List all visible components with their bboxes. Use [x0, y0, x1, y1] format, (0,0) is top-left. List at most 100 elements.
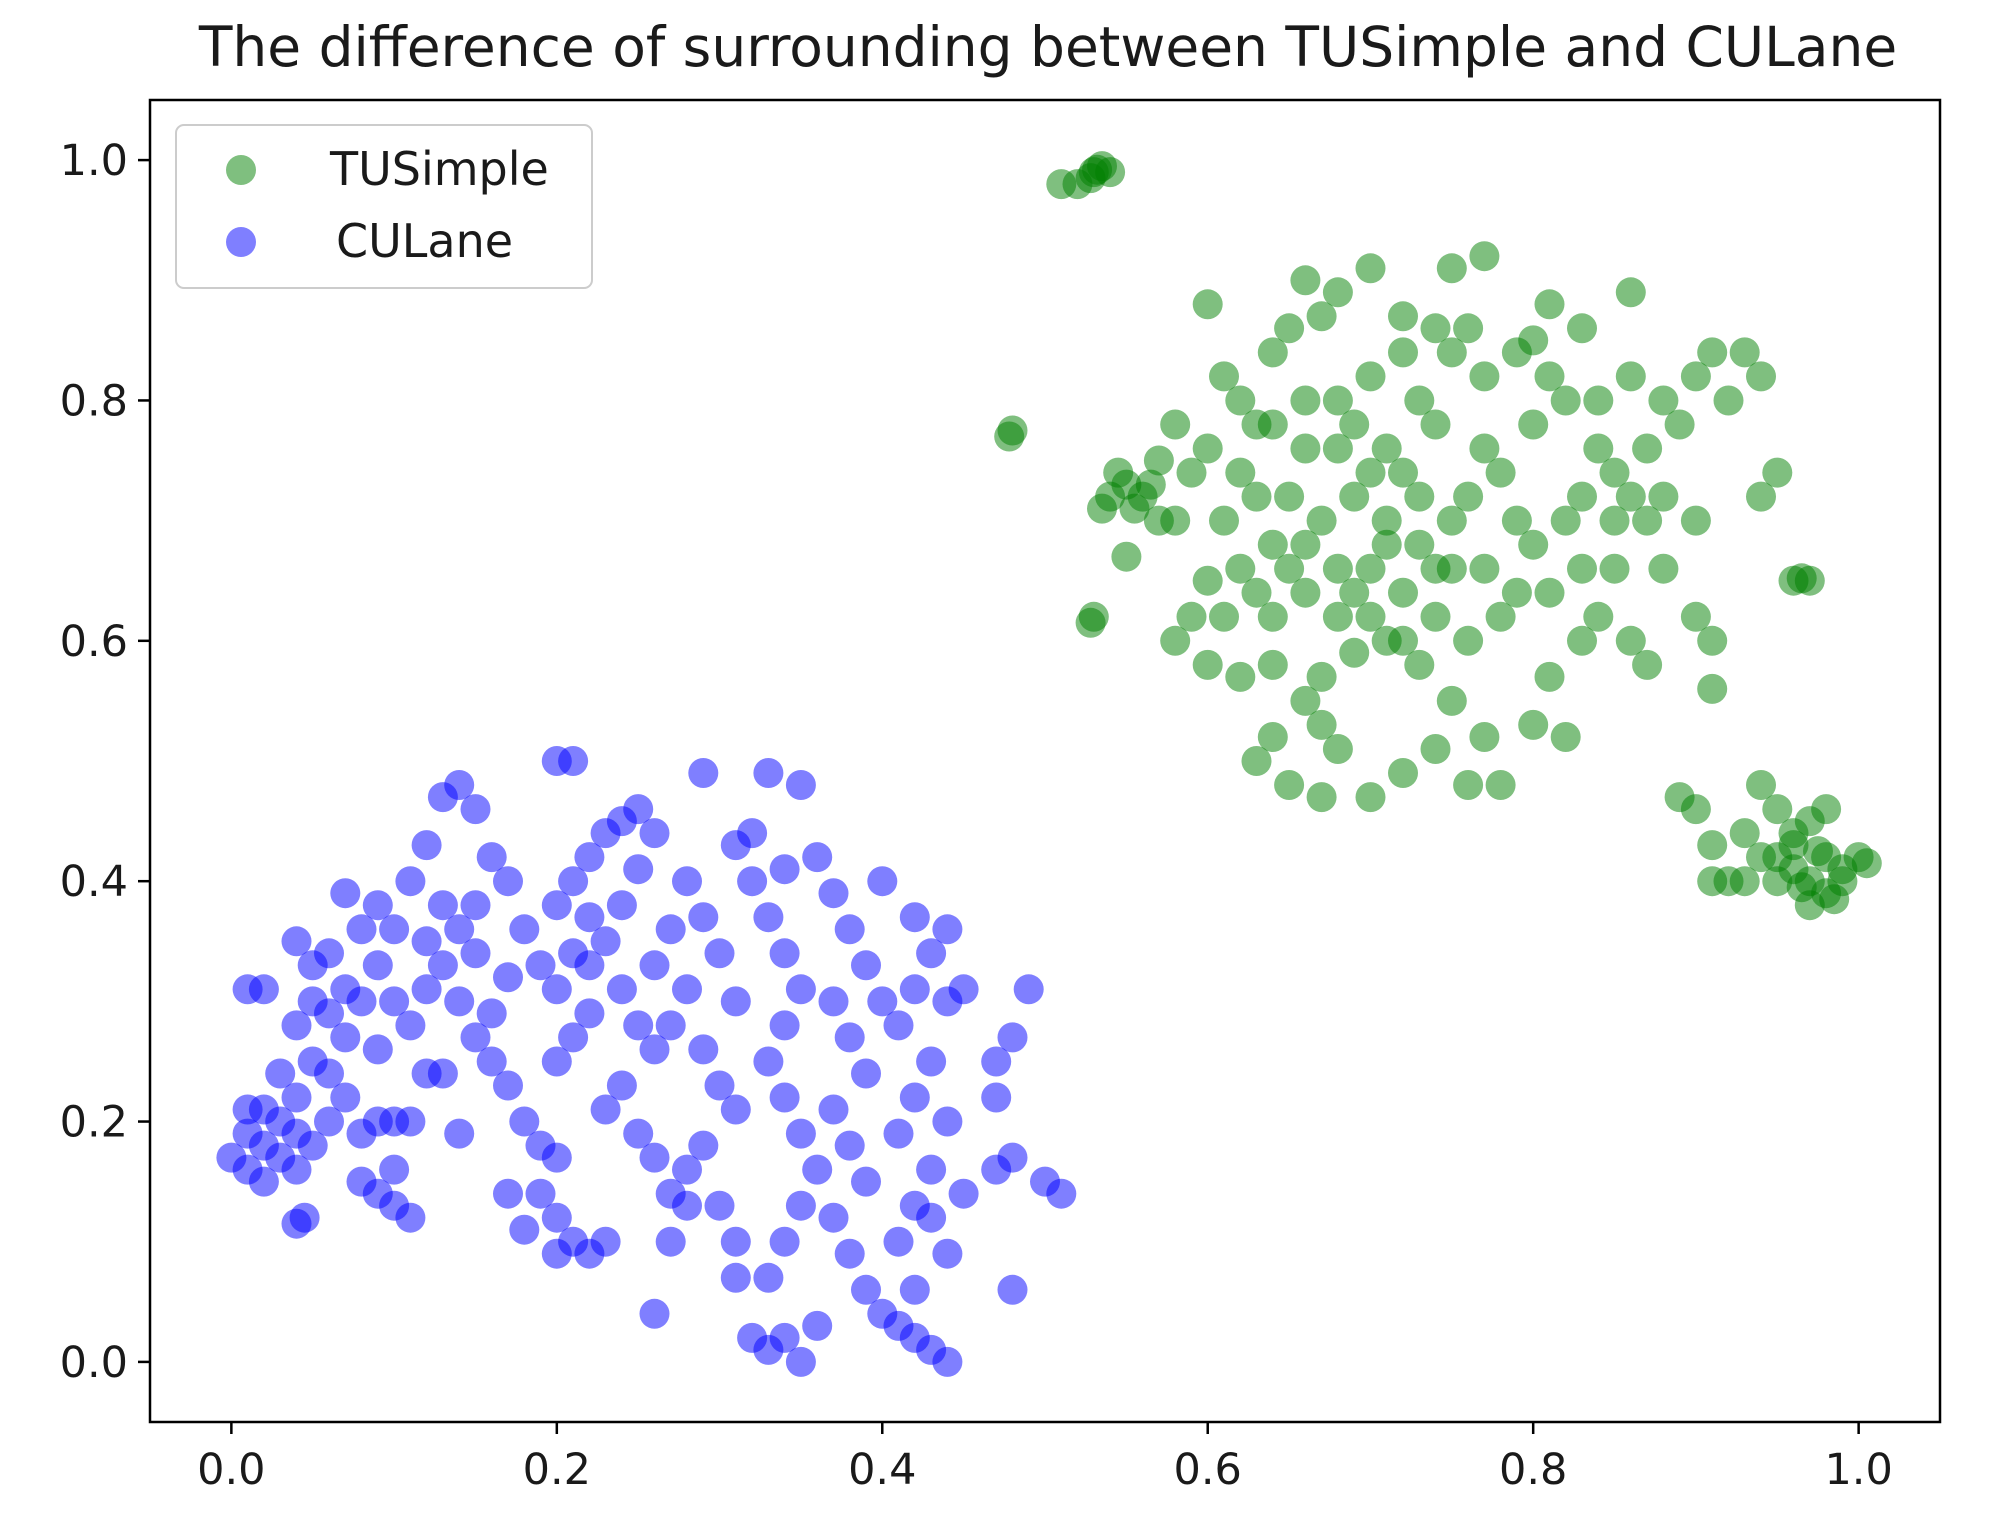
data-point-tusimple	[1290, 685, 1321, 716]
data-point-culane	[427, 950, 458, 981]
data-point-tusimple	[1404, 385, 1435, 416]
data-point-tusimple	[1241, 481, 1272, 512]
y-tick-label: 0.6	[60, 617, 128, 667]
data-point-tusimple	[1746, 842, 1776, 873]
data-point-tusimple	[1388, 337, 1418, 368]
data-point-tusimple	[1176, 457, 1207, 488]
x-tick-label: 1.0	[1824, 1445, 1892, 1495]
legend: TUSimple CULane	[175, 124, 593, 289]
chart-title: The difference of surrounding between TU…	[198, 15, 1897, 79]
data-point-tusimple	[1388, 758, 1418, 788]
data-point-culane	[834, 1022, 865, 1053]
data-point-tusimple	[1371, 433, 1402, 464]
data-point-tusimple	[1371, 529, 1402, 560]
data-point-tusimple	[1355, 553, 1386, 584]
data-point-culane	[476, 842, 507, 873]
data-point-tusimple	[1550, 385, 1581, 416]
data-point-culane	[558, 866, 589, 897]
data-point-tusimple	[1143, 445, 1174, 476]
data-point-culane	[688, 1130, 719, 1161]
data-point-tusimple	[1550, 722, 1581, 752]
data-point-culane	[476, 998, 507, 1029]
data-point-tusimple	[1209, 361, 1239, 392]
data-point-culane	[785, 974, 816, 1005]
data-point-tusimple	[1274, 553, 1305, 584]
data-point-tusimple	[1567, 625, 1597, 656]
data-point-culane	[802, 1154, 833, 1185]
data-point-culane	[672, 1154, 702, 1185]
data-point-culane	[281, 1154, 312, 1185]
data-point-culane	[541, 974, 572, 1005]
points-layer	[216, 151, 1882, 1377]
data-point-tusimple	[1599, 457, 1630, 488]
data-point-tusimple	[1103, 457, 1134, 488]
data-point-tusimple	[1404, 649, 1435, 680]
data-point-culane	[574, 998, 605, 1029]
data-point-tusimple	[1469, 361, 1500, 392]
data-point-culane	[493, 1178, 523, 1209]
data-point-culane	[460, 938, 491, 969]
data-point-tusimple	[1355, 601, 1386, 632]
data-point-culane	[1013, 974, 1044, 1005]
y-tick-label: 0.2	[60, 1098, 128, 1148]
data-point-tusimple	[1534, 289, 1565, 320]
data-point-culane	[948, 1178, 979, 1209]
data-point-tusimple	[1697, 673, 1728, 704]
data-point-tusimple	[1746, 481, 1776, 512]
data-point-tusimple	[1135, 469, 1166, 500]
data-point-culane	[753, 758, 784, 788]
data-point-culane	[297, 1046, 328, 1077]
data-point-culane	[655, 914, 686, 945]
data-point-tusimple	[1664, 409, 1695, 440]
data-point-tusimple	[1257, 722, 1288, 752]
data-point-culane	[623, 1010, 654, 1041]
data-point-culane	[720, 1094, 751, 1125]
data-point-tusimple	[1453, 313, 1484, 344]
x-tick-label: 0.0	[197, 1445, 265, 1495]
data-point-tusimple	[1257, 649, 1288, 680]
data-point-tusimple	[1192, 649, 1223, 680]
data-point-tusimple	[1322, 277, 1353, 308]
y-tick-label: 0.0	[60, 1338, 128, 1388]
data-point-culane	[834, 1238, 865, 1269]
data-point-culane	[427, 890, 458, 921]
data-point-culane	[395, 1202, 426, 1233]
data-point-tusimple	[1290, 433, 1321, 464]
data-point-culane	[623, 1118, 654, 1149]
data-point-tusimple	[1257, 409, 1288, 440]
data-point-culane	[916, 938, 947, 969]
data-point-culane	[541, 890, 572, 921]
data-point-tusimple	[1274, 313, 1305, 344]
data-point-culane	[314, 1106, 344, 1137]
data-point-culane	[769, 1322, 800, 1353]
data-point-culane	[379, 1154, 410, 1185]
data-point-tusimple	[1306, 782, 1337, 813]
data-point-culane	[851, 1274, 881, 1305]
data-point-tusimple	[1192, 565, 1223, 596]
data-point-culane	[997, 1142, 1028, 1173]
data-point-culane	[720, 986, 751, 1017]
data-point-tusimple	[1501, 337, 1532, 368]
data-point-tusimple	[1306, 505, 1337, 536]
data-point-tusimple	[1420, 313, 1451, 344]
data-point-culane	[997, 1274, 1028, 1305]
data-point-tusimple	[1518, 709, 1549, 740]
data-point-tusimple	[1485, 601, 1516, 632]
data-point-tusimple	[1453, 481, 1484, 512]
data-point-tusimple	[1680, 601, 1711, 632]
data-point-culane	[590, 926, 621, 957]
data-point-culane	[883, 1010, 914, 1041]
data-point-culane	[330, 878, 361, 909]
data-point-tusimple	[1322, 601, 1353, 632]
data-point-tusimple	[1388, 301, 1418, 332]
data-point-culane	[606, 890, 637, 921]
data-point-tusimple	[1583, 601, 1614, 632]
data-point-culane	[330, 1022, 361, 1053]
data-point-culane	[444, 1118, 475, 1149]
data-point-tusimple	[1436, 553, 1467, 584]
data-point-culane	[688, 758, 719, 788]
data-point-tusimple	[1803, 836, 1833, 867]
data-point-tusimple	[1485, 457, 1516, 488]
x-axis: 0.0 0.2 0.4 0.6 0.8 1.0	[197, 1422, 1893, 1495]
